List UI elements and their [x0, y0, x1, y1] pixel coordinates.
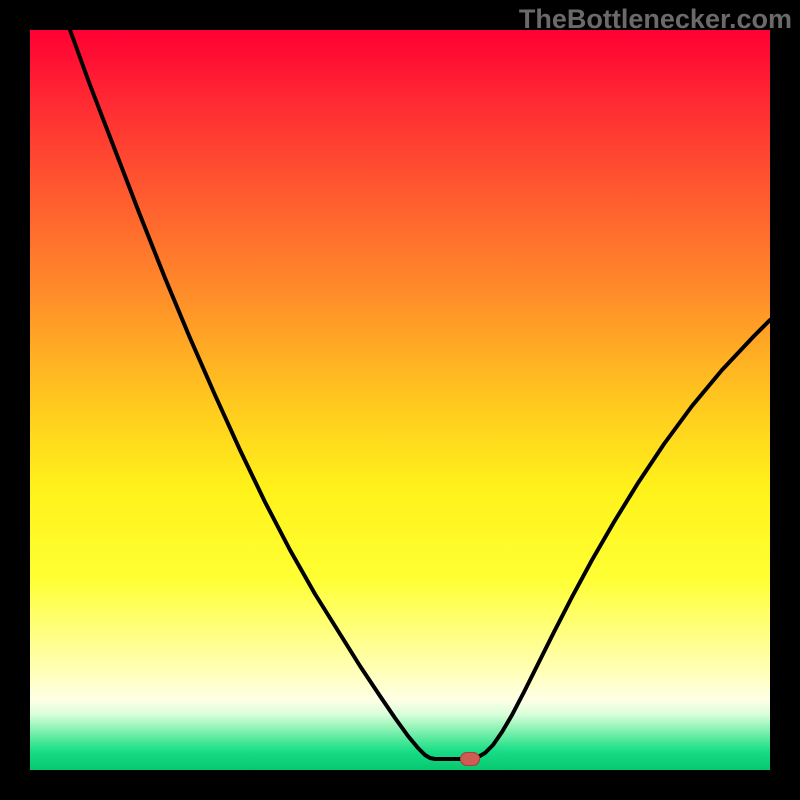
- chart-frame: TheBottlenecker.com: [0, 0, 800, 800]
- curve-path: [70, 30, 770, 759]
- watermark-text: TheBottlenecker.com: [519, 4, 792, 35]
- optimum-marker: [460, 752, 480, 766]
- plot-area: [30, 30, 770, 770]
- bottleneck-curve: [30, 30, 770, 770]
